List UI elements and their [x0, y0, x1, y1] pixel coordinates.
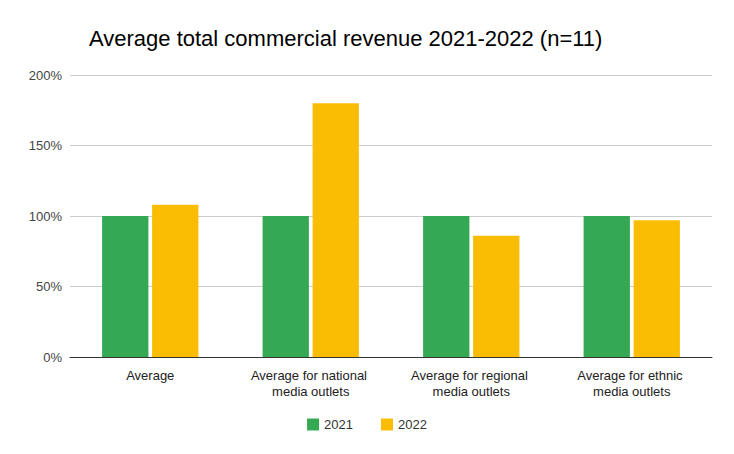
svg-text:media outlets: media outlets [272, 384, 350, 399]
svg-text:Average for ethnic: Average for ethnic [577, 368, 686, 383]
svg-text:media outlets: media outlets [593, 384, 671, 399]
svg-text:200%: 200% [29, 68, 63, 83]
svg-text:150%: 150% [29, 138, 63, 153]
svg-text:50%: 50% [36, 279, 62, 294]
svg-text:media outlets: media outlets [433, 384, 511, 399]
svg-text:Average total commercial reven: Average total commercial revenue 2021-20… [89, 26, 602, 51]
svg-text:2022: 2022 [398, 417, 427, 432]
svg-text:0%: 0% [43, 350, 62, 365]
svg-text:Average for national: Average for national [251, 368, 371, 383]
svg-text:Average: Average [126, 368, 174, 383]
svg-text:100%: 100% [29, 209, 63, 224]
svg-text:Average for regional: Average for regional [411, 368, 531, 383]
svg-text:2021: 2021 [324, 417, 353, 432]
